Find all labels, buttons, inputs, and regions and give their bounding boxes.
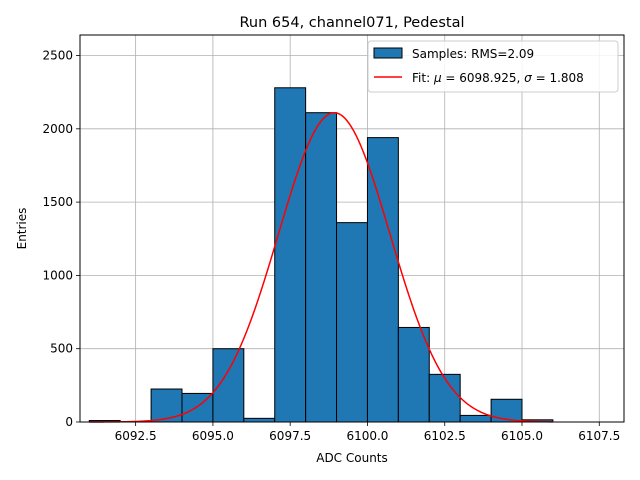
x-tick-label: 6095.0 — [192, 429, 234, 443]
histogram-bar — [212, 348, 245, 423]
x-tick-label: 6100.0 — [346, 429, 388, 443]
histogram-bar — [336, 222, 368, 423]
histogram-bar — [274, 87, 307, 423]
legend: Samples: RMS=2.09 Fit: μ = 6098.925, σ =… — [367, 40, 619, 93]
histogram-bars — [88, 87, 554, 423]
fit-curve — [89, 111, 553, 423]
histogram-bar — [243, 417, 276, 423]
legend-histogram-label: Samples: RMS=2.09 — [412, 47, 534, 61]
chart-title: Run 654, channel071, Pedestal — [239, 15, 464, 31]
y-axis-label: Entries — [15, 208, 29, 250]
y-tick-label: 1500 — [42, 195, 73, 209]
y-tick-label: 0 — [65, 415, 73, 429]
y-axis-ticks: 0 500 1000 1500 2000 2500 — [42, 49, 80, 429]
x-tick-label: 6105.0 — [501, 429, 543, 443]
histogram-bar — [397, 326, 430, 423]
legend-box — [367, 40, 619, 93]
y-tick-label: 1000 — [42, 268, 73, 282]
histogram-bar — [366, 137, 399, 423]
histogram-bar — [305, 112, 338, 423]
x-tick-label: 6107.5 — [578, 429, 620, 443]
fit-curve-group — [89, 111, 553, 423]
x-tick-label: 6097.5 — [269, 429, 311, 443]
x-tick-label: 6102.5 — [424, 429, 466, 443]
y-tick-label: 500 — [50, 342, 73, 356]
y-tick-label: 2000 — [42, 122, 73, 136]
legend-fit-label: Fit: μ = 6098.925, σ = 1.808 — [412, 71, 584, 85]
x-axis-ticks: 6092.5 6095.0 6097.5 6100.0 6102.5 6105.0 6107… — [115, 422, 620, 443]
x-axis-label: ADC Counts — [316, 451, 388, 465]
x-tick-label: 6092.5 — [115, 429, 157, 443]
y-tick-label: 2500 — [42, 49, 73, 63]
plot-frame — [79, 34, 625, 423]
legend-histogram-swatch — [373, 47, 403, 59]
histogram-bar — [428, 373, 461, 423]
histogram-bar — [459, 414, 492, 423]
histogram-bar — [150, 388, 183, 423]
